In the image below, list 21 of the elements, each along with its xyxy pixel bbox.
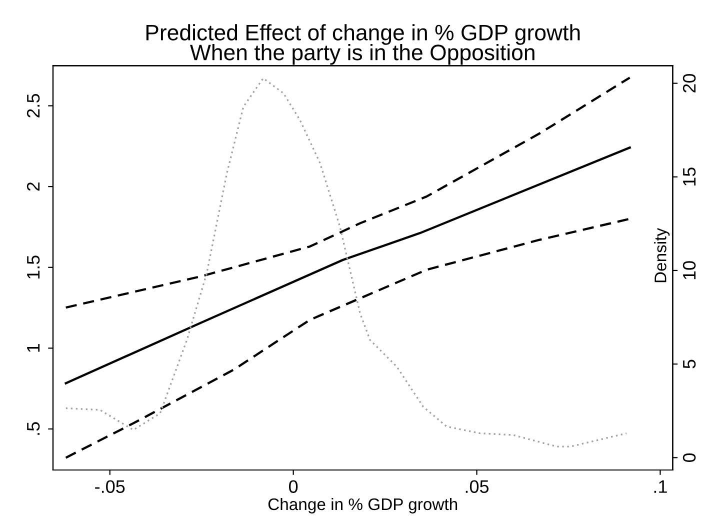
- y2-tick-label: 15: [683, 168, 696, 186]
- chart-title: Predicted Effect of change in % GDP growth When the party is in the Opposition: [146, 24, 580, 65]
- y-tick-label: 2.5: [26, 94, 40, 118]
- y2-tick-label: 10: [682, 261, 696, 280]
- x-axis-title: Change in % GDP growth: [268, 498, 458, 514]
- y2-tick-label: 5: [683, 360, 696, 368]
- x-tick-label: .05: [466, 480, 489, 493]
- y2-axis-title: Density: [654, 228, 670, 282]
- y-tick-label: .5: [27, 422, 40, 435]
- line-series: [65, 77, 628, 448]
- x-tick-label: -.05: [95, 480, 125, 493]
- line-series: [64, 218, 631, 459]
- y-tick-label: 1: [27, 344, 40, 352]
- y2-tick-label: 0: [682, 453, 696, 462]
- y-tick-label: 1.5: [27, 256, 40, 279]
- y2-tick-label: 20: [682, 74, 696, 92]
- y-tick-label: 2: [26, 182, 40, 191]
- x-tick-label: .1: [654, 480, 667, 493]
- x-tick-label: 0: [289, 480, 298, 493]
- line-series: [64, 146, 631, 384]
- line-series: [64, 76, 631, 309]
